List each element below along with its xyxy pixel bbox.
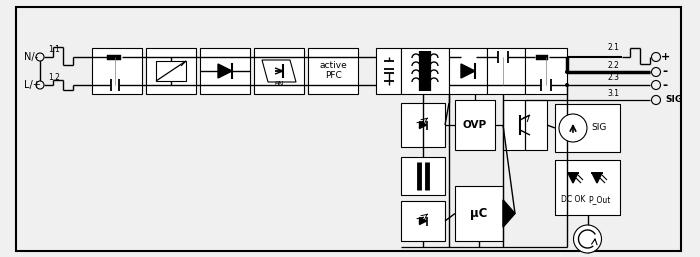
Polygon shape — [568, 173, 578, 183]
Bar — [555, 104, 620, 152]
Bar — [401, 103, 445, 147]
Circle shape — [652, 68, 661, 77]
Bar — [525, 48, 567, 94]
Text: N/-: N/- — [24, 52, 38, 62]
Bar — [401, 201, 445, 241]
Bar — [146, 48, 196, 94]
Text: -: - — [662, 78, 668, 91]
Bar — [401, 48, 449, 94]
Text: 1.1: 1.1 — [48, 44, 60, 53]
Text: 2.2: 2.2 — [607, 60, 619, 69]
Text: OVP: OVP — [463, 120, 487, 130]
Text: active: active — [319, 61, 347, 70]
Bar — [536, 54, 548, 60]
Text: DC OK: DC OK — [561, 196, 585, 205]
Bar — [401, 157, 445, 195]
Circle shape — [565, 70, 569, 74]
Text: SIG: SIG — [665, 96, 682, 105]
Bar — [487, 48, 525, 94]
Text: μC: μC — [470, 207, 488, 220]
Text: -: - — [662, 66, 668, 78]
Circle shape — [565, 83, 569, 87]
Polygon shape — [419, 217, 426, 225]
Polygon shape — [592, 173, 602, 183]
Circle shape — [559, 114, 587, 142]
Bar — [455, 100, 495, 150]
Text: L/+: L/+ — [24, 80, 41, 90]
Bar — [449, 48, 487, 94]
Bar — [200, 48, 250, 94]
Polygon shape — [262, 60, 296, 82]
Text: +: + — [660, 52, 670, 62]
Circle shape — [36, 81, 44, 89]
Text: 3.1: 3.1 — [607, 88, 619, 97]
Circle shape — [652, 80, 661, 89]
Text: 1.2: 1.2 — [48, 72, 60, 81]
Circle shape — [652, 96, 661, 105]
Bar — [254, 48, 304, 94]
Text: SIG: SIG — [592, 124, 607, 133]
Text: P_Out: P_Out — [588, 196, 610, 205]
Text: θN: θN — [274, 81, 284, 87]
Bar — [107, 54, 121, 60]
Bar — [455, 186, 503, 241]
Bar — [555, 160, 620, 215]
Bar — [308, 48, 358, 94]
Polygon shape — [503, 200, 515, 227]
Text: PFC: PFC — [325, 71, 342, 80]
Bar — [503, 100, 547, 150]
Bar — [92, 48, 142, 94]
Text: 2.3: 2.3 — [607, 74, 619, 82]
Polygon shape — [461, 64, 475, 78]
Bar — [376, 48, 401, 94]
Circle shape — [652, 52, 661, 61]
Bar — [156, 61, 186, 81]
Text: 2.1: 2.1 — [607, 43, 619, 52]
Circle shape — [573, 225, 601, 253]
Circle shape — [36, 53, 44, 61]
Polygon shape — [419, 122, 426, 128]
Polygon shape — [218, 64, 232, 78]
